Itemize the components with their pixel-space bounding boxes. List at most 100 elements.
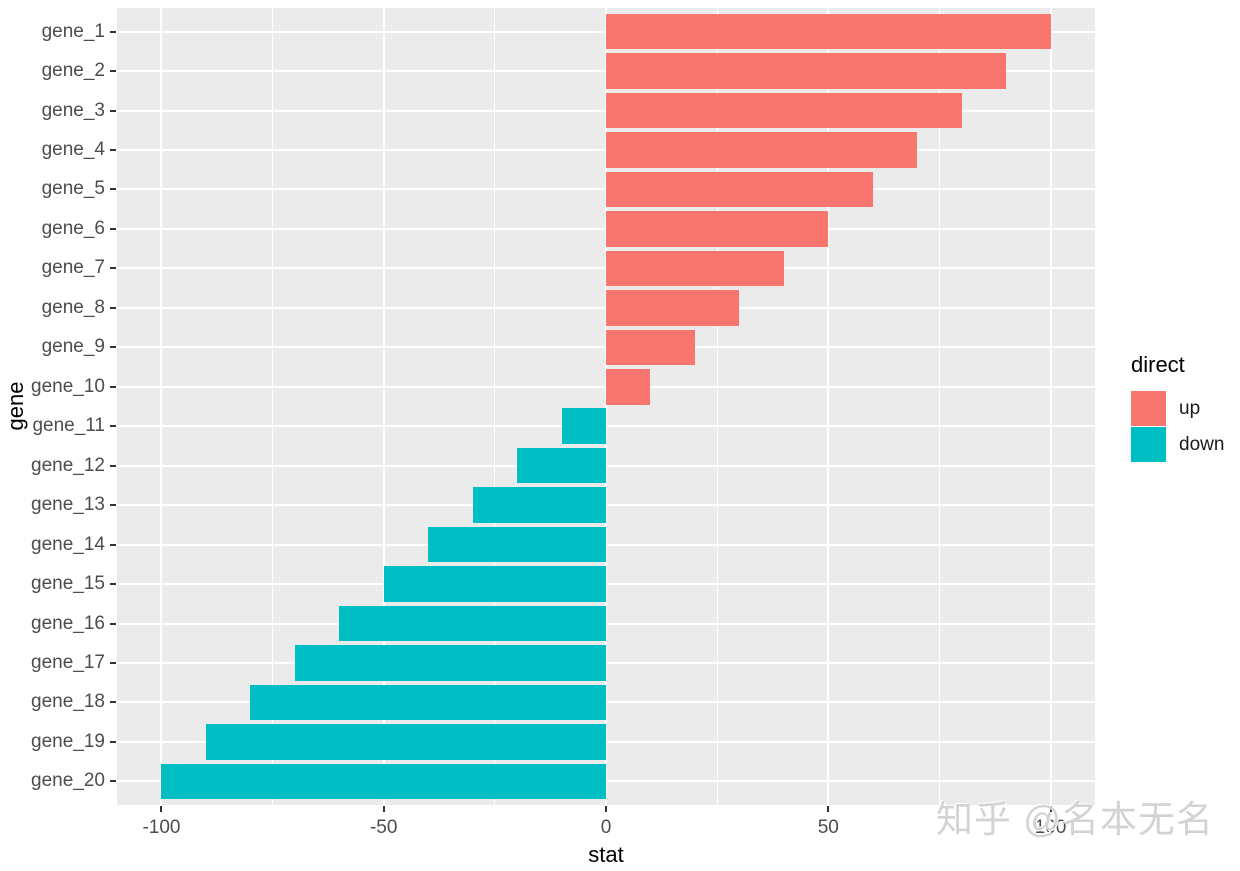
x-tick-label: 100 [1034, 817, 1067, 838]
bar-gene_6 [606, 211, 829, 247]
y-gridline-major [117, 780, 1095, 783]
bar-gene_16 [339, 605, 606, 642]
x-tick [1049, 806, 1052, 812]
y-gridline-major [117, 740, 1095, 743]
y-gridline-major [117, 425, 1095, 428]
x-gridline-major [382, 8, 385, 805]
y-tick-label: gene_3 [41, 99, 105, 121]
y-tick-label: gene_16 [31, 612, 105, 634]
x-tick-label: -100 [142, 817, 181, 838]
bar-gene_8 [606, 290, 740, 326]
bar-gene_5 [606, 171, 873, 208]
x-gridline-major [1049, 8, 1052, 805]
bar-gene_7 [606, 250, 784, 287]
y-tick [110, 425, 116, 428]
x-tick [827, 806, 830, 812]
y-gridline-major [117, 583, 1095, 586]
y-tick [110, 70, 116, 73]
y-tick [110, 149, 116, 152]
legend-label: down [1179, 433, 1225, 455]
x-tick-label: 50 [817, 817, 839, 838]
bar-gene_17 [294, 645, 606, 681]
x-gridline-minor [938, 8, 940, 805]
legend-key-up: up [1131, 391, 1224, 426]
x-tick-label: 0 [600, 817, 612, 838]
bar-gene_10 [606, 369, 651, 405]
y-tick [110, 661, 116, 664]
legend-swatch-down [1131, 427, 1166, 462]
y-gridline-major [117, 701, 1095, 704]
bar-gene_11 [561, 408, 606, 444]
x-gridline-major [160, 8, 163, 805]
bar-gene_1 [606, 13, 1051, 50]
y-tick-label: gene_17 [31, 651, 105, 673]
y-tick [110, 583, 116, 586]
y-tick [110, 306, 116, 309]
bar-gene_14 [428, 526, 606, 563]
y-tick-label: gene_5 [41, 178, 105, 200]
x-gridline-minor [494, 8, 496, 805]
bar-gene_2 [606, 53, 1007, 89]
y-tick-label: gene_19 [31, 730, 105, 752]
y-tick-label: gene_18 [31, 691, 105, 713]
legend-label: up [1179, 397, 1201, 419]
bar-gene_19 [205, 724, 606, 760]
y-tick [110, 622, 116, 625]
bar-gene_13 [472, 487, 606, 523]
x-tick [160, 806, 163, 812]
y-axis-title: gene [3, 381, 28, 431]
y-tick-label: gene_14 [31, 533, 105, 555]
x-tick [382, 806, 385, 812]
bar-gene_4 [606, 132, 918, 168]
y-tick-label: gene_12 [31, 454, 105, 476]
y-tick [110, 30, 116, 33]
legend-swatch-up [1131, 391, 1166, 426]
y-gridline-major [117, 622, 1095, 625]
y-tick-label: gene_20 [31, 770, 105, 792]
y-tick [110, 740, 116, 743]
bar-gene_3 [606, 92, 962, 129]
y-tick [110, 780, 116, 783]
legend: direct up down [1131, 352, 1224, 463]
y-tick [110, 464, 116, 467]
y-gridline-major [117, 661, 1095, 664]
watermark: 知乎 @名本无名 [936, 799, 1214, 840]
y-tick-label: gene_10 [31, 375, 105, 397]
y-tick-label: gene_8 [41, 296, 105, 318]
plot-panel [117, 8, 1095, 805]
y-tick-label: gene_1 [41, 20, 105, 42]
y-tick-label: gene_13 [31, 494, 105, 516]
y-tick [110, 346, 116, 349]
y-tick-label: gene_4 [41, 139, 105, 161]
x-axis-title: stat [588, 842, 624, 867]
bar-gene_15 [383, 566, 606, 602]
y-tick-label: gene_6 [41, 217, 105, 239]
y-gridline-major [117, 543, 1095, 546]
y-tick-label: gene_11 [32, 415, 105, 437]
x-gridline-minor [716, 8, 718, 805]
x-gridline-major [827, 8, 830, 805]
x-gridline-major [605, 8, 607, 805]
bar-gene_18 [250, 684, 606, 721]
y-gridline-major [117, 504, 1095, 507]
y-tick [110, 109, 116, 112]
legend-keys: up down [1131, 391, 1224, 462]
y-tick-label: gene_9 [41, 336, 105, 358]
y-tick [110, 385, 116, 388]
x-gridline-minor [272, 8, 274, 805]
y-tick [110, 227, 116, 230]
y-tick [110, 701, 116, 704]
y-tick [110, 504, 116, 507]
y-tick [110, 267, 116, 270]
y-tick-label: gene_15 [31, 573, 105, 595]
x-tick [605, 806, 607, 812]
bar-gene_20 [161, 763, 606, 800]
y-tick-label: gene_7 [41, 257, 105, 279]
y-tick [110, 543, 116, 546]
legend-title: direct [1131, 352, 1185, 377]
bar-gene_12 [517, 447, 606, 484]
y-tick-label: gene_2 [41, 60, 105, 82]
y-tick [110, 188, 116, 191]
y-gridline-major [117, 464, 1095, 467]
